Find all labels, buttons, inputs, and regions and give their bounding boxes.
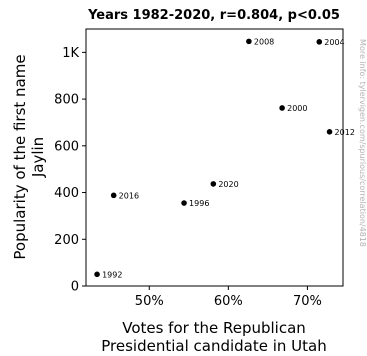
x-axis-label-line-1: Votes for the Republican: [122, 319, 306, 337]
data-point: [210, 181, 217, 187]
data-point-label: 2004: [324, 38, 344, 47]
data-point-label: 2008: [254, 37, 274, 46]
y-tick-label: 400: [54, 186, 79, 201]
data-points: 1992 1996 2000 2004 2008 2012 2016 2020: [94, 37, 355, 279]
x-tick-label: 60%: [214, 294, 243, 309]
x-axis-label-line-2: Presidential candidate in Utah: [101, 337, 327, 355]
y-axis-label-line-1: Popularity of the first name: [11, 54, 29, 259]
data-point: [181, 200, 187, 206]
y-tick-label: 800: [54, 93, 79, 108]
plot-frame: [85, 28, 344, 287]
data-point: [110, 192, 117, 199]
y-axis: 0 200 400 600 800 1K: [54, 46, 86, 295]
y-axis-label-line-2: Jaylin: [29, 137, 47, 178]
data-point: [316, 39, 323, 45]
data-point-label: 2000: [287, 104, 307, 113]
data-point-label: 1996: [189, 199, 209, 208]
data-point-label: 2016: [119, 191, 139, 200]
data-point: [94, 271, 100, 278]
data-point: [246, 38, 252, 45]
data-point-label: 2012: [335, 128, 355, 137]
chart-title: Years 1982-2020, r=0.804, p<0.05: [87, 8, 340, 23]
watermark: More info: tylervigen.com/spurious/corre…: [358, 39, 367, 247]
y-tick-label: 0: [71, 280, 79, 295]
data-point: [326, 129, 333, 135]
y-tick-label: 600: [54, 139, 79, 154]
data-point: [279, 105, 285, 111]
x-tick-label: 70%: [293, 294, 322, 309]
data-point-label: 2020: [218, 180, 238, 189]
y-tick-label: 200: [54, 233, 79, 248]
x-tick-label: 50%: [135, 294, 164, 309]
y-tick-label: 1K: [62, 46, 79, 61]
x-axis: 50% 60% 70%: [135, 286, 322, 309]
data-point-label: 1992: [102, 270, 122, 279]
